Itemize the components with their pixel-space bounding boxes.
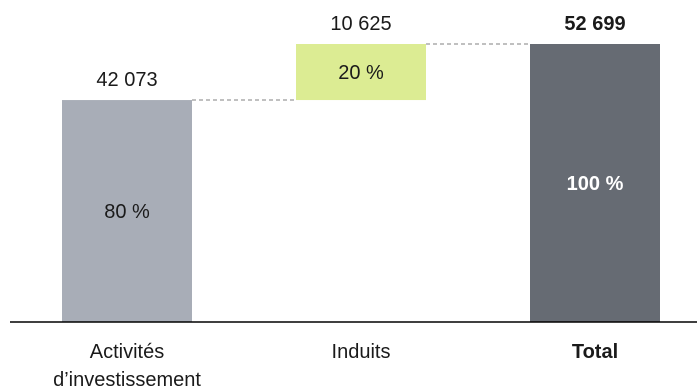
category-label-3-line-1: Total — [572, 341, 618, 363]
category-label-2-line-1: Induits — [332, 341, 391, 363]
connector-lines — [192, 43, 530, 101]
bars-group — [62, 44, 660, 323]
share-label-2: 20 % — [338, 62, 384, 84]
category-label-1-line-2: d’investissement — [53, 369, 201, 391]
value-label-3: 52 699 — [564, 13, 625, 35]
share-label-3: 100 % — [567, 173, 624, 195]
bar-3 — [530, 44, 660, 322]
value-label-1: 42 073 — [96, 69, 157, 91]
category-label-1-line-1: Activités — [90, 341, 164, 363]
bar-1 — [62, 100, 192, 323]
bar-2 — [296, 44, 426, 101]
value-label-2: 10 625 — [330, 13, 391, 35]
labels-group: 42 073 80 % Activités d’investissement 10 62… — [53, 13, 626, 391]
share-label-1: 80 % — [104, 201, 150, 223]
